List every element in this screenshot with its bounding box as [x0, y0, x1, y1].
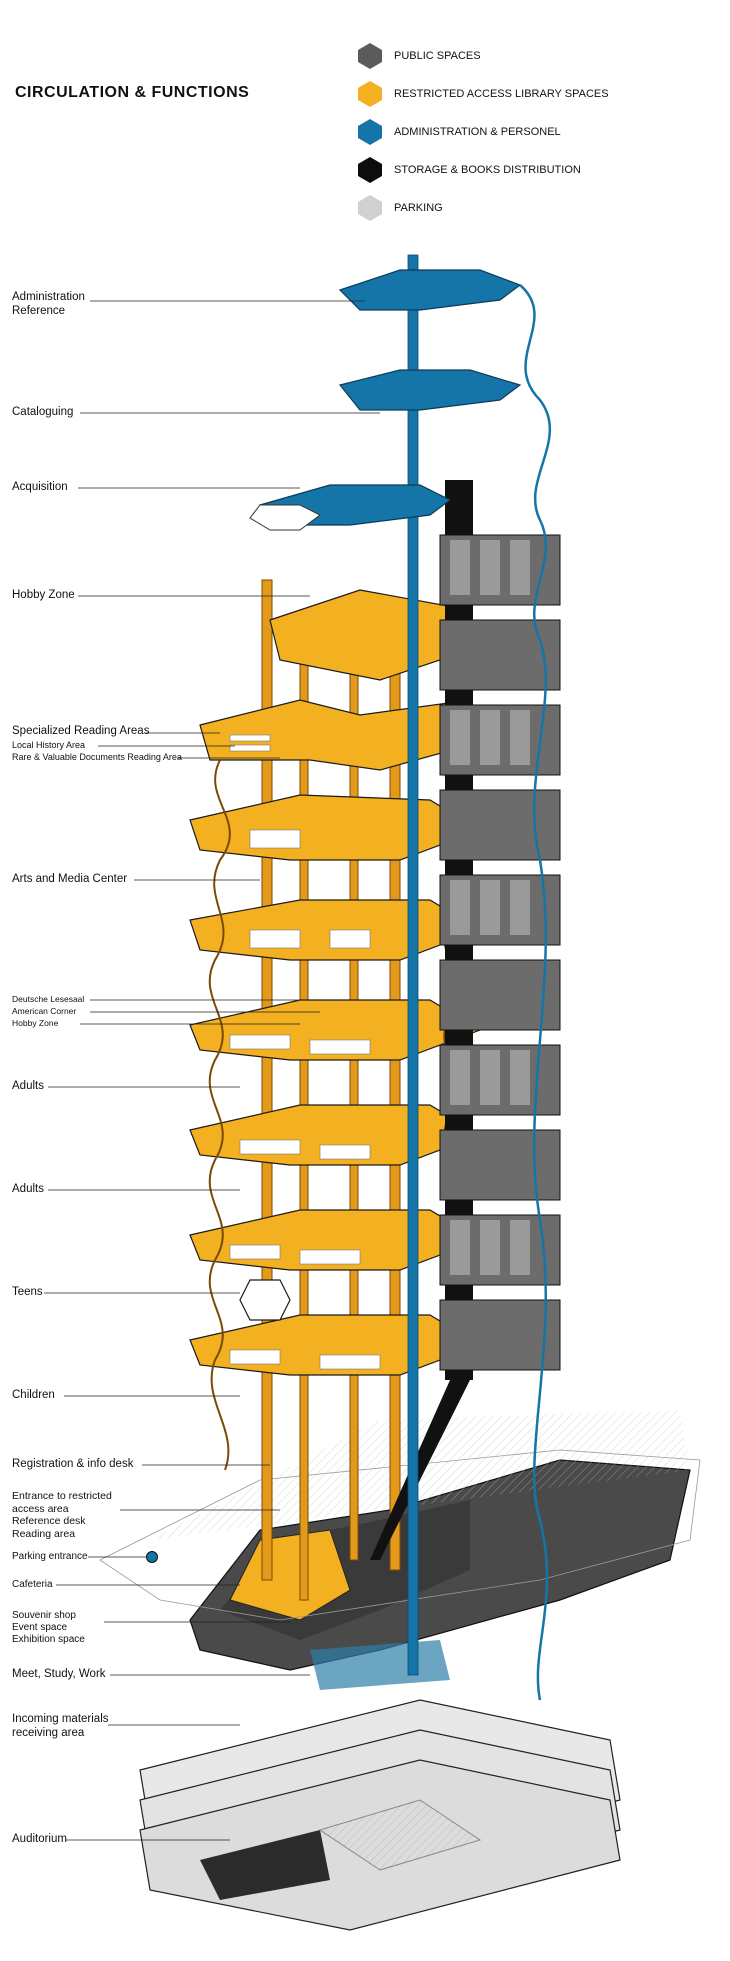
label-line: Exhibition space [12, 1634, 85, 1645]
admin-core [249, 254, 552, 1701]
hexagon-icon [358, 43, 382, 69]
restricted-floors [189, 589, 482, 1376]
label-cataloguing: Cataloguing [12, 406, 74, 418]
diagram-title: CIRCULATION & FUNCTIONS [15, 84, 250, 101]
label-adults-1: Adults [12, 1080, 44, 1092]
label-auditorium: Auditorium [12, 1833, 67, 1845]
label-line: Souvenir shop [12, 1610, 76, 1621]
parking-entrance-marker [146, 1551, 158, 1563]
label-acquisition: Acquisition [12, 481, 68, 493]
label-teens: Teens [12, 1286, 43, 1298]
label-line: Reference desk [12, 1515, 86, 1527]
label-hobby-zone-low: Hobby Zone [12, 1018, 59, 1028]
label-cafeteria: Cafeteria [12, 1579, 53, 1590]
label-incoming-materials: Incoming materials receiving area [12, 1712, 109, 1740]
label-line: Incoming materials [12, 1713, 109, 1725]
label-administration: Administration Reference [12, 290, 85, 318]
label-line: access area [12, 1502, 69, 1515]
leader-lines [44, 300, 380, 1841]
legend-label: PUBLIC SPACES [394, 50, 481, 62]
legend-item-storage: STORAGE & BOOKS DISTRIBUTION [356, 156, 581, 184]
hexagon-icon [358, 81, 382, 107]
hexagon-icon [358, 157, 382, 183]
label-adults-2: Adults [12, 1183, 44, 1195]
label-children: Children [12, 1389, 55, 1401]
label-souvenir-event: Souvenir shop Event space Exhibition spa… [12, 1610, 85, 1646]
label-arts-media: Arts and Media Center [12, 873, 128, 885]
label-deutsche-lesesaal: Deutsche Lesesaal [12, 994, 85, 1004]
label-rare-documents: Rare & Valuable Documents Reading Area [12, 752, 182, 762]
label-specialized-reading: Specialized Reading Areas [12, 725, 150, 737]
label-hobby-zone-top: Hobby Zone [12, 589, 75, 601]
label-parking-entrance: Parking entrance [12, 1551, 88, 1562]
legend-label: ADMINISTRATION & PERSONEL [394, 126, 561, 138]
hexagon-icon [358, 195, 382, 221]
legend-label: RESTRICTED ACCESS LIBRARY SPACES [394, 88, 609, 100]
legend-item-parking: PARKING [356, 194, 443, 222]
label-local-history: Local History Area [12, 740, 86, 750]
storage-stack [370, 480, 561, 1560]
label-american-corner: American Corner [12, 1006, 77, 1016]
label-line: receiving area [12, 1727, 85, 1739]
label-line: Reference [12, 305, 66, 317]
legend-item-restricted: RESTRICTED ACCESS LIBRARY SPACES [356, 80, 609, 108]
parking-slabs [139, 1699, 621, 1931]
label-line: Reading area [12, 1527, 76, 1540]
label-registration: Registration & info desk [12, 1458, 134, 1470]
label-line: Event space [12, 1622, 68, 1633]
label-meet-study-work: Meet, Study, Work [12, 1668, 106, 1680]
label-line: Entrance to restricted [12, 1490, 112, 1502]
legend-label: PARKING [394, 202, 443, 214]
label-line: Administration [12, 291, 85, 303]
legend-label: STORAGE & BOOKS DISTRIBUTION [394, 164, 581, 176]
hexagon-icon [358, 119, 382, 145]
legend-item-public: PUBLIC SPACES [356, 42, 481, 70]
furniture [229, 734, 381, 1370]
label-entrance-restricted: Entrance to restricted access area Refer… [12, 1490, 112, 1540]
legend-item-administration: ADMINISTRATION & PERSONEL [356, 118, 561, 146]
